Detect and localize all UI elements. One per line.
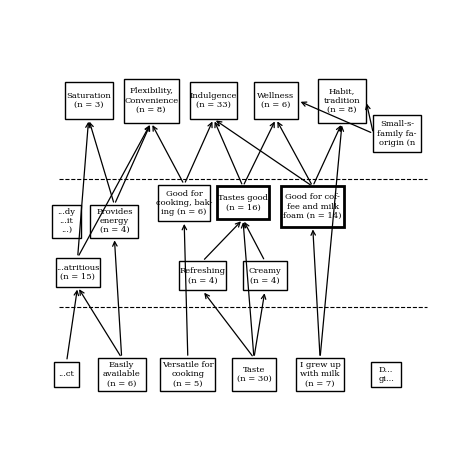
Bar bbox=[217, 186, 269, 219]
Text: ...atritious
(n = 15): ...atritious (n = 15) bbox=[56, 264, 100, 281]
Text: Saturation
(n = 3): Saturation (n = 3) bbox=[66, 92, 111, 109]
Text: ...dy
...it
...): ...dy ...it ...) bbox=[58, 208, 75, 234]
Bar bbox=[190, 82, 237, 119]
Text: Good for
cooking, bak-
ing (n = 6): Good for cooking, bak- ing (n = 6) bbox=[156, 190, 212, 216]
Text: Wellness
(n = 6): Wellness (n = 6) bbox=[257, 92, 294, 109]
Bar bbox=[243, 261, 287, 291]
Bar bbox=[160, 358, 215, 391]
Text: Habit,
tradition
(n = 8): Habit, tradition (n = 8) bbox=[324, 88, 360, 114]
Bar bbox=[54, 362, 80, 387]
Bar bbox=[55, 258, 100, 287]
Text: Tastes good
(n = 16): Tastes good (n = 16) bbox=[218, 194, 268, 211]
Text: Taste
(n = 30): Taste (n = 30) bbox=[237, 366, 271, 383]
Text: Indulgence
(n = 33): Indulgence (n = 33) bbox=[190, 92, 237, 109]
Text: Flexibility,
Convenience
(n = 8): Flexibility, Convenience (n = 8) bbox=[124, 88, 178, 114]
Bar bbox=[318, 79, 366, 123]
Text: Creamy
(n = 4): Creamy (n = 4) bbox=[248, 267, 282, 284]
Text: ...ct: ...ct bbox=[59, 370, 74, 378]
Bar bbox=[65, 82, 112, 119]
Text: D...
gi...: D... gi... bbox=[378, 366, 394, 383]
Text: I grew up
with milk
(n = 7): I grew up with milk (n = 7) bbox=[300, 361, 340, 388]
Text: Easily
available
(n = 6): Easily available (n = 6) bbox=[103, 361, 141, 388]
Bar bbox=[232, 358, 276, 391]
Bar bbox=[254, 82, 298, 119]
Bar bbox=[124, 79, 179, 123]
Bar bbox=[179, 261, 227, 291]
Bar bbox=[374, 115, 421, 152]
Bar bbox=[296, 358, 344, 391]
Bar bbox=[52, 205, 82, 237]
Bar bbox=[91, 205, 138, 237]
Bar bbox=[282, 186, 344, 227]
Bar bbox=[98, 358, 146, 391]
Text: Good for cof-
fee and milk
foam (n = 14): Good for cof- fee and milk foam (n = 14) bbox=[283, 193, 342, 220]
Text: Refreshing
(n = 4): Refreshing (n = 4) bbox=[180, 267, 226, 284]
Text: Small-s-
family fa-
origin (n: Small-s- family fa- origin (n bbox=[377, 120, 417, 147]
Text: Provides
energy
(n = 4): Provides energy (n = 4) bbox=[96, 208, 133, 234]
Text: Versatile for
cooking
(n = 5): Versatile for cooking (n = 5) bbox=[162, 361, 214, 388]
Bar bbox=[158, 185, 210, 221]
Bar bbox=[372, 362, 401, 387]
